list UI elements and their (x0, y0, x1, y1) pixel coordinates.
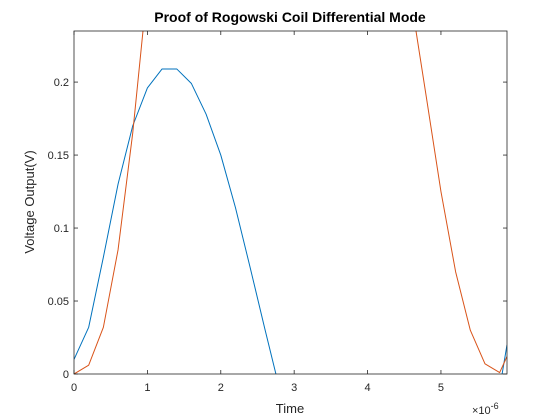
y-tick-label: 0 (63, 369, 69, 381)
series-line-1 (74, 68, 507, 374)
y-axis-ticks: 0 0.05 0.1 0.15 0.2 (48, 77, 507, 381)
y-tick-label: 0.15 (48, 150, 69, 162)
x-tick-label: 3 (291, 382, 297, 394)
x-tick-label: 1 (144, 382, 150, 394)
y-axis-label: Voltage Output(V) (22, 150, 37, 253)
x-tick-label: 4 (364, 382, 370, 394)
y-tick-label: 0.2 (54, 77, 69, 89)
y-tick-label: 0.05 (48, 296, 69, 308)
plot-area (74, 31, 507, 374)
x-axis-ticks: 0 1 2 3 4 5 (71, 31, 444, 394)
series-group (74, 31, 507, 374)
x-tick-label: 0 (71, 382, 77, 394)
chart-title: Proof of Rogowski Coil Differential Mode (154, 9, 426, 25)
axes-box (73, 30, 508, 375)
x-tick-label: 2 (218, 382, 224, 394)
x-tick-label: 5 (438, 382, 444, 394)
series-line-2 (74, 31, 507, 374)
x-axis-label: Time (276, 401, 304, 416)
x-axis-exponent: ×10-6 (472, 401, 499, 417)
y-tick-label: 0.1 (54, 223, 69, 235)
